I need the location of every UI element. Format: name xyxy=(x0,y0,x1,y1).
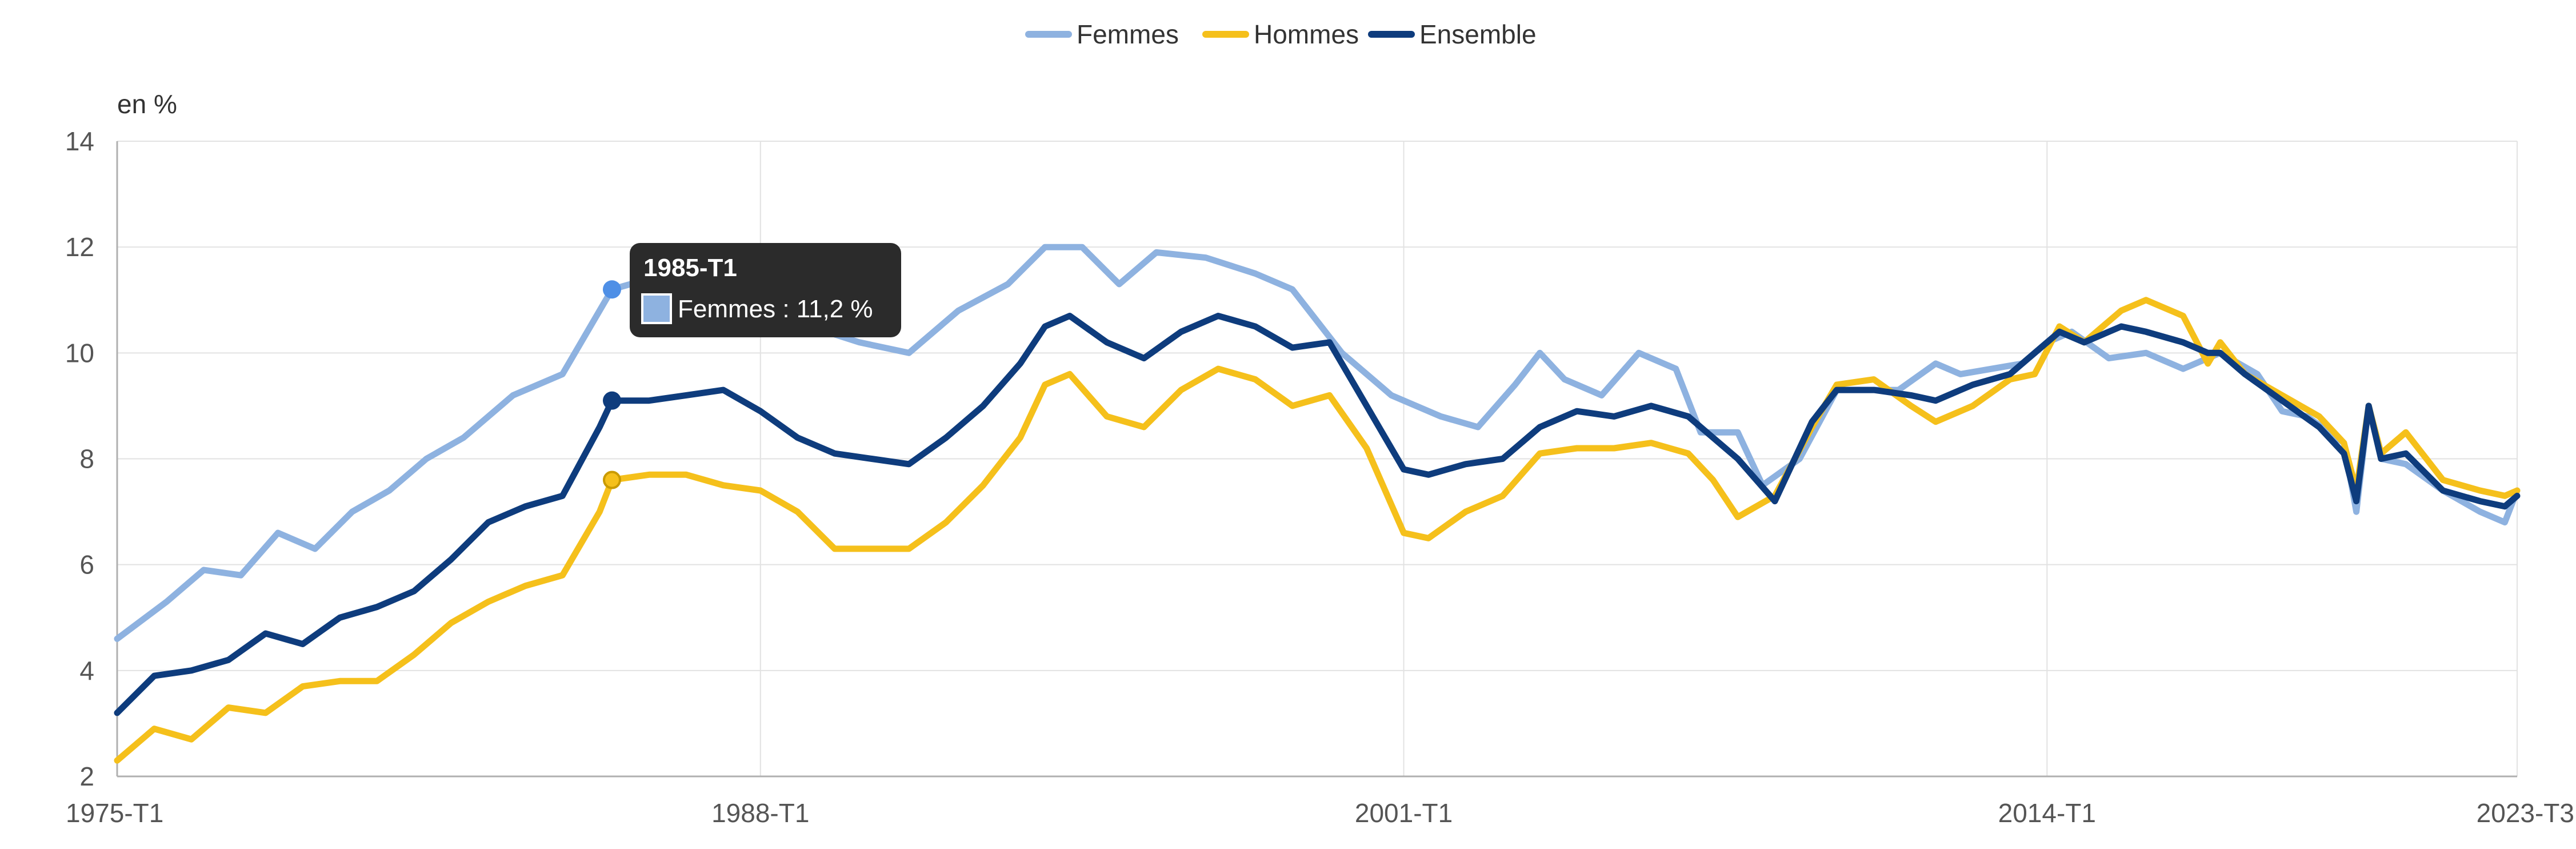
series-line-hommes xyxy=(114,297,2521,764)
tooltip-title: 1985-T1 xyxy=(643,254,737,282)
y-tick-label: 4 xyxy=(79,656,94,685)
tooltip: 1985-T1 Femmes : 11,2 % xyxy=(630,243,901,337)
legend-label-hommes: Hommes xyxy=(1254,19,1359,49)
y-tick-label: 6 xyxy=(79,550,94,580)
marker-femmes xyxy=(602,280,621,299)
hover-markers xyxy=(602,280,621,489)
marker-ensemble xyxy=(602,391,621,410)
x-tick-label: 2001-T1 xyxy=(1355,798,1453,828)
y-tick-label: 14 xyxy=(65,126,94,156)
legend: Femmes Hommes Ensemble xyxy=(1025,19,1537,49)
series-layer xyxy=(114,244,2521,764)
y-tick-label: 10 xyxy=(65,338,94,368)
legend-label-ensemble: Ensemble xyxy=(1419,19,1537,49)
tooltip-value: Femmes : 11,2 % xyxy=(678,295,873,323)
series-line-ensemble xyxy=(114,313,2521,716)
marker-hommes xyxy=(602,471,621,489)
axes: 1975-T1 1988-T1 2001-T1 2014-T1 2023-T3 xyxy=(66,141,2574,828)
x-tick-label: 2023-T3 xyxy=(2477,798,2574,828)
y-tick-label: 8 xyxy=(79,444,94,474)
y-tick-label: 12 xyxy=(65,232,94,262)
grid: 2 4 6 8 10 12 14 xyxy=(65,126,2518,791)
x-tick-label: 2014-T1 xyxy=(1998,798,2096,828)
y-tick-label: 2 xyxy=(79,762,94,791)
tooltip-swatch xyxy=(641,293,672,324)
x-tick-label: 1988-T1 xyxy=(711,798,809,828)
legend-label-femmes: Femmes xyxy=(1077,19,1179,49)
tooltip-box xyxy=(630,243,901,337)
x-tick-label: 1975-T1 xyxy=(66,798,163,828)
y-axis-unit-label: en % xyxy=(117,89,177,119)
